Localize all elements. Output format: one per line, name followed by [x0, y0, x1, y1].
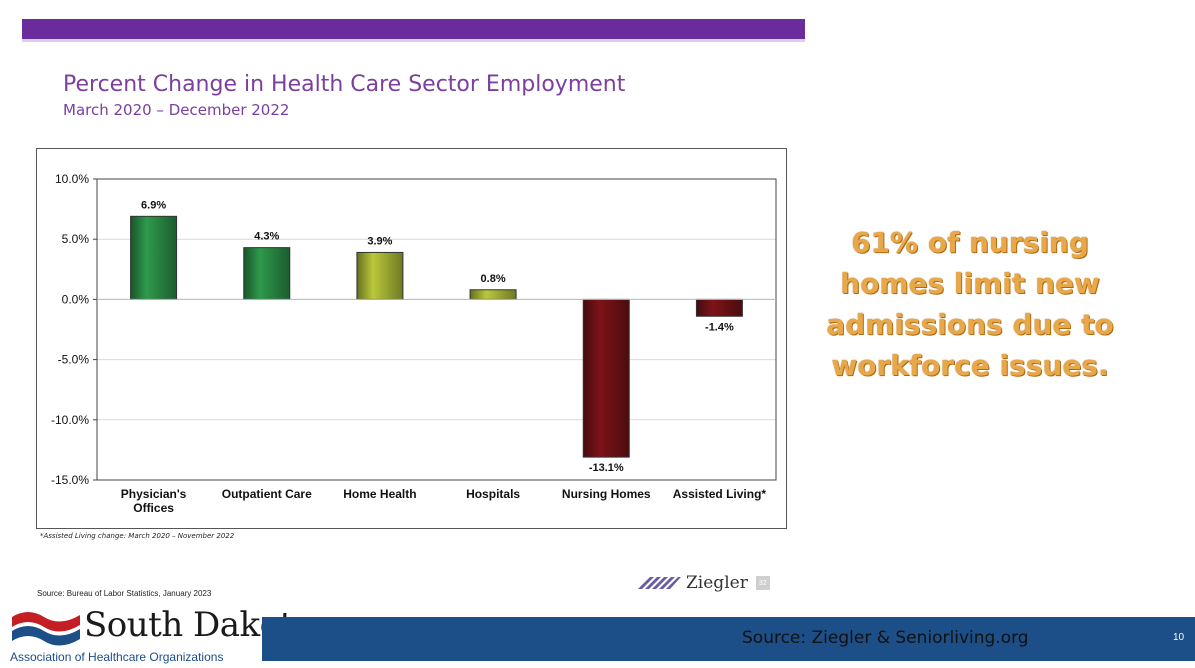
- x-tick-label-2: Home Health: [343, 487, 416, 501]
- chart-subtitle: March 2020 – December 2022: [63, 101, 290, 119]
- x-tick-label-5: Assisted Living*: [673, 487, 767, 501]
- x-tick-label-4: Nursing Homes: [562, 487, 651, 501]
- y-tick-label: 5.0%: [62, 232, 90, 246]
- bar-4: [582, 298, 630, 458]
- y-tick-label: 10.0%: [55, 172, 89, 186]
- bar-2: [356, 251, 404, 300]
- ziegler-logo-icon: [638, 577, 681, 589]
- y-tick-label: -15.0%: [51, 473, 89, 487]
- bar-5: [695, 298, 743, 317]
- assisted-living-footnote: *Assisted Living change: March 2020 – No…: [40, 532, 235, 540]
- x-tick-label-3: Hospitals: [466, 487, 520, 501]
- page-number: 10: [1173, 632, 1185, 643]
- data-label-1: 4.3%: [254, 231, 279, 243]
- data-label-0: 6.9%: [141, 199, 166, 211]
- bar-chart: 10.0% 5.0% 0.0% -5.0% -10.0% -15.0% 6.9% Physic…: [51, 172, 777, 515]
- footer-bar: [262, 617, 1195, 661]
- ziegler-page-number: 32: [755, 576, 770, 590]
- data-label-5: -1.4%: [705, 321, 734, 333]
- data-label-3: 0.8%: [481, 273, 506, 285]
- x-tick-label-1: Outpatient Care: [222, 487, 312, 501]
- y-tick-label: 0.0%: [62, 292, 90, 306]
- workforce-callout: 61% of nursing homes limit new admission…: [826, 226, 1114, 382]
- ziegler-branding: Ziegler 32: [636, 571, 770, 595]
- ziegler-name: Ziegler: [686, 573, 748, 593]
- x-tick-label-0: Physician's Offices: [121, 487, 187, 515]
- sd-flag-logo-icon: [12, 612, 80, 646]
- data-label-2: 3.9%: [367, 235, 392, 247]
- y-tick-label: -5.0%: [58, 353, 90, 367]
- top-accent-bar: [22, 19, 805, 39]
- data-label-4: -13.1%: [589, 462, 624, 474]
- bls-source-note: Source: Bureau of Labor Statistics, Janu…: [37, 589, 212, 598]
- bar-1: [243, 247, 291, 300]
- logo-subtitle: Association of Healthcare Organizations: [10, 650, 224, 664]
- footer-source: Source: Ziegler & Seniorliving.org: [742, 628, 1029, 648]
- top-accent-bar-shadow: [22, 39, 805, 42]
- plot-area: [96, 178, 777, 481]
- y-tick-label: -10.0%: [51, 413, 89, 427]
- bar-0: [130, 215, 178, 300]
- bar-3: [469, 289, 517, 300]
- chart-title: Percent Change in Health Care Sector Emp…: [63, 72, 626, 97]
- chart-frame: 10.0% 5.0% 0.0% -5.0% -10.0% -15.0% 6.9% Physic…: [36, 148, 787, 529]
- sd-association-logo: South Dakota Association of Healthcare O…: [10, 605, 313, 668]
